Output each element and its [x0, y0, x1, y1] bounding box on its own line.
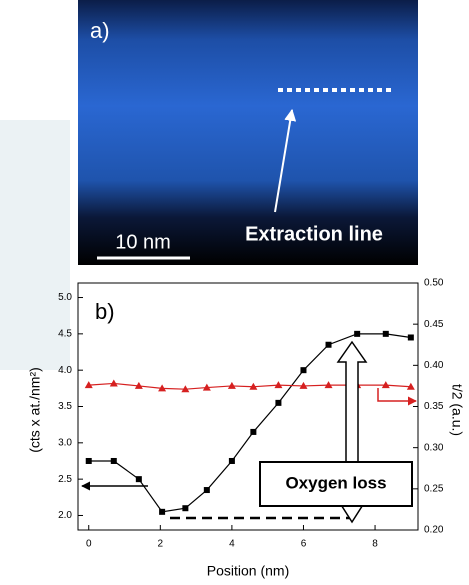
y-tick-label: 3.0 — [58, 437, 72, 448]
y-axis-label: (cts x at./nm²) — [27, 367, 43, 453]
marker — [181, 385, 190, 393]
y2-tick-label: 0.40 — [424, 360, 444, 371]
marker — [84, 381, 93, 389]
y2-tick-label: 0.50 — [424, 278, 444, 289]
panel-label: b) — [95, 299, 115, 324]
panel-label: a) — [90, 18, 110, 43]
y-tick-label: 2.5 — [58, 474, 72, 485]
marker — [250, 428, 257, 435]
marker — [203, 487, 210, 494]
marker — [249, 382, 258, 390]
x-tick-label: 6 — [301, 539, 307, 550]
y2-tick-label: 0.20 — [424, 525, 444, 536]
marker — [85, 457, 92, 464]
arrow — [274, 108, 297, 213]
y-tick-label: 4.5 — [58, 328, 72, 339]
marker — [134, 381, 143, 389]
marker — [299, 381, 308, 389]
x-tick-label: 8 — [372, 539, 378, 550]
y-tick-label: 4.0 — [58, 365, 72, 376]
marker — [109, 379, 118, 387]
y2-tick-label: 0.35 — [424, 401, 444, 412]
x-tick-label: 4 — [229, 539, 235, 550]
series-line — [88, 333, 411, 513]
x-axis-label: Position (nm) — [207, 563, 289, 579]
y2-tick-label: 0.25 — [424, 483, 444, 494]
marker — [300, 367, 307, 374]
marker — [158, 384, 167, 392]
marker — [135, 476, 142, 483]
marker — [406, 382, 415, 390]
annotation-box — [259, 461, 413, 507]
x-tick-label: 0 — [86, 539, 92, 550]
marker — [202, 383, 211, 391]
scale-label: 10 nm — [115, 231, 171, 253]
marker — [227, 381, 236, 389]
marker — [274, 381, 283, 389]
marker — [159, 508, 166, 515]
arrow — [377, 388, 417, 406]
marker — [382, 330, 389, 337]
y-tick-label: 5.0 — [58, 292, 72, 303]
double-arrow — [336, 340, 368, 524]
side-image — [0, 120, 70, 370]
marker — [228, 457, 235, 464]
marker — [407, 334, 414, 341]
x-tick-label: 2 — [158, 539, 164, 550]
marker — [381, 381, 390, 389]
marker — [275, 399, 282, 406]
y2-axis-label: t/2 (a.u.) — [449, 384, 465, 436]
annotation: Oxygen loss — [285, 473, 386, 492]
annotation: Extraction line — [245, 223, 383, 245]
y2-tick-label: 0.30 — [424, 442, 444, 453]
marker — [324, 381, 333, 389]
y2-tick-label: 0.45 — [424, 319, 444, 330]
y-tick-label: 3.5 — [58, 401, 72, 412]
marker — [325, 341, 332, 348]
tem-image — [78, 0, 418, 265]
marker — [354, 330, 361, 337]
y-tick-label: 2.0 — [58, 510, 72, 521]
marker — [110, 457, 117, 464]
marker — [182, 505, 189, 512]
